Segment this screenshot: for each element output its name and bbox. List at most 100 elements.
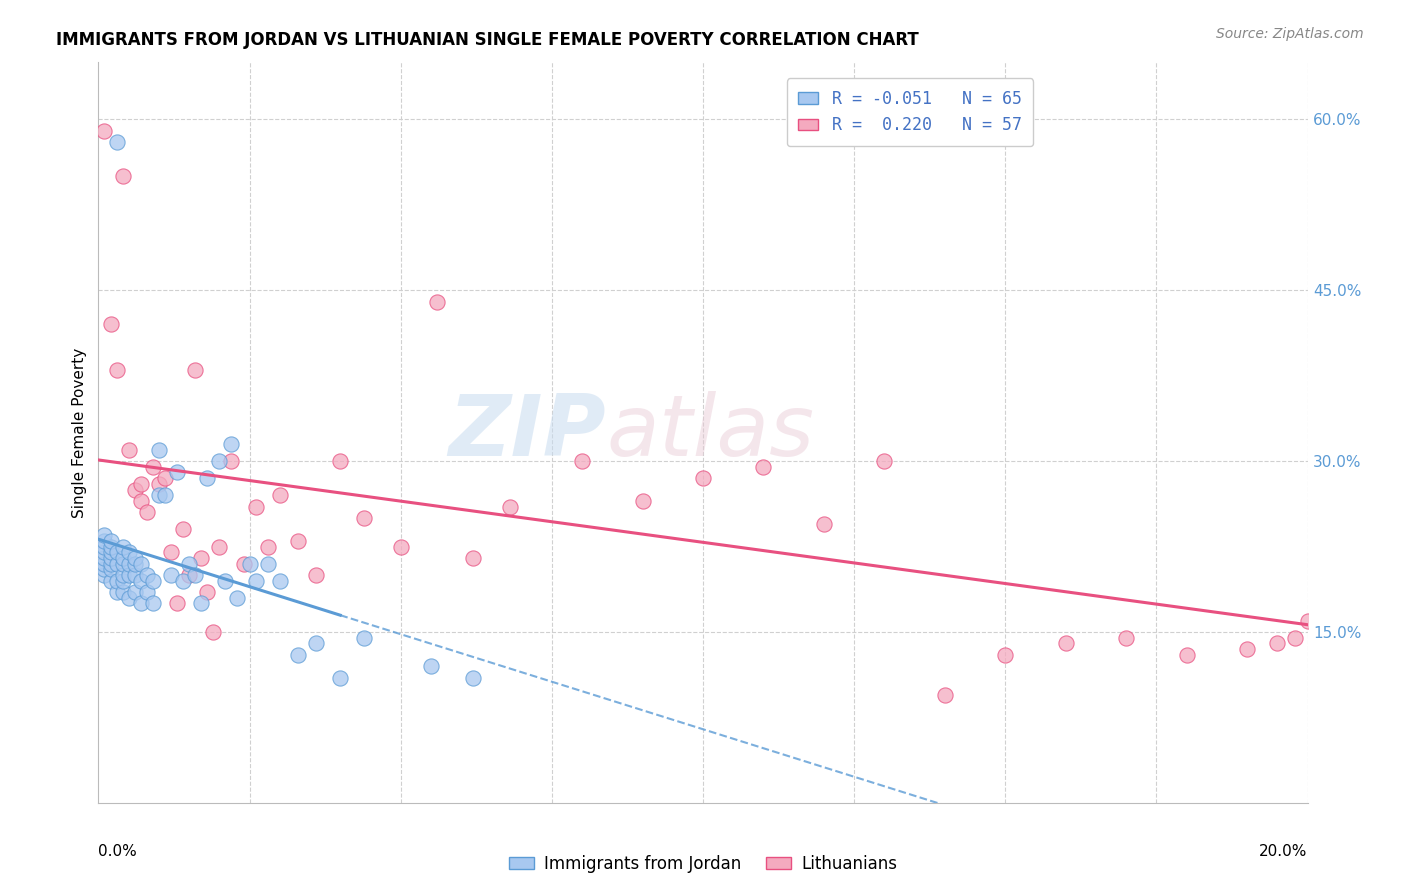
Point (190, 597, 212, 611)
Point (256, 557, 278, 571)
Point (208, 454, 231, 468)
Point (221, 437, 243, 451)
Point (1369, 636, 1392, 650)
Point (111, 585, 134, 599)
Point (100, 545, 122, 559)
Point (105, 557, 128, 571)
Text: 20.0%: 20.0% (1260, 844, 1308, 858)
Point (813, 516, 835, 531)
Point (118, 545, 141, 559)
Point (129, 476, 152, 491)
Point (232, 557, 254, 571)
Point (1267, 636, 1289, 650)
Point (124, 550, 146, 565)
Point (93, 540, 115, 554)
Point (93, 124, 115, 138)
Point (105, 545, 128, 559)
Point (118, 557, 141, 571)
Point (118, 591, 141, 605)
Point (1175, 648, 1198, 662)
Text: atlas: atlas (606, 391, 814, 475)
Point (172, 523, 194, 537)
Point (463, 550, 485, 565)
Point (105, 574, 128, 588)
Point (142, 597, 165, 611)
Point (160, 545, 183, 559)
Point (148, 476, 170, 491)
Point (179, 568, 201, 582)
Point (1381, 624, 1403, 639)
Point (105, 363, 128, 377)
Point (160, 568, 183, 582)
Text: 0.0%: 0.0% (98, 844, 138, 858)
Point (1320, 550, 1343, 565)
Point (105, 135, 128, 149)
Point (426, 294, 449, 309)
Text: Source: ZipAtlas.com: Source: ZipAtlas.com (1216, 27, 1364, 41)
Point (1115, 631, 1137, 645)
Point (463, 671, 485, 685)
Point (305, 568, 328, 582)
Legend: R = -0.051   N = 65, R =  0.220   N = 57: R = -0.051 N = 65, R = 0.220 N = 57 (786, 78, 1033, 146)
Point (111, 574, 134, 588)
Point (111, 540, 134, 554)
Point (135, 568, 157, 582)
Point (1284, 631, 1306, 645)
Point (184, 363, 207, 377)
Point (129, 574, 152, 588)
Point (256, 540, 278, 554)
Point (100, 550, 122, 565)
Point (994, 648, 1017, 662)
Point (329, 671, 352, 685)
Y-axis label: Single Female Poverty: Single Female Poverty (72, 348, 87, 517)
Point (135, 585, 157, 599)
Point (100, 557, 122, 571)
Point (111, 557, 134, 571)
Point (221, 454, 243, 468)
Point (93, 568, 115, 582)
Point (498, 500, 520, 514)
Point (226, 591, 249, 605)
Point (245, 574, 267, 588)
Point (195, 585, 218, 599)
Point (179, 557, 201, 571)
Point (287, 648, 309, 662)
Point (100, 318, 122, 332)
Point (124, 568, 146, 582)
Point (1357, 631, 1379, 645)
Point (100, 562, 122, 576)
Point (93, 550, 115, 565)
Point (1309, 500, 1331, 514)
Point (184, 568, 207, 582)
Point (118, 568, 141, 582)
Point (208, 540, 231, 554)
Text: ZIP: ZIP (449, 391, 606, 475)
Point (269, 574, 291, 588)
Legend: Immigrants from Jordan, Lithuanians: Immigrants from Jordan, Lithuanians (502, 848, 904, 880)
Point (100, 574, 122, 588)
Point (111, 568, 134, 582)
Point (124, 557, 146, 571)
Point (873, 454, 896, 468)
Point (305, 636, 328, 650)
Point (129, 494, 152, 508)
Point (111, 550, 134, 565)
Point (100, 533, 122, 548)
Point (124, 585, 146, 599)
Point (100, 540, 122, 554)
Point (245, 500, 267, 514)
Point (353, 631, 375, 645)
Point (571, 454, 593, 468)
Point (129, 557, 152, 571)
Point (752, 459, 775, 474)
Point (93, 545, 115, 559)
Point (118, 442, 141, 457)
Point (1333, 636, 1355, 650)
Point (195, 471, 218, 485)
Point (93, 533, 115, 548)
Point (420, 659, 443, 673)
Point (166, 597, 188, 611)
Point (692, 471, 714, 485)
Point (93, 562, 115, 576)
Point (111, 169, 134, 184)
